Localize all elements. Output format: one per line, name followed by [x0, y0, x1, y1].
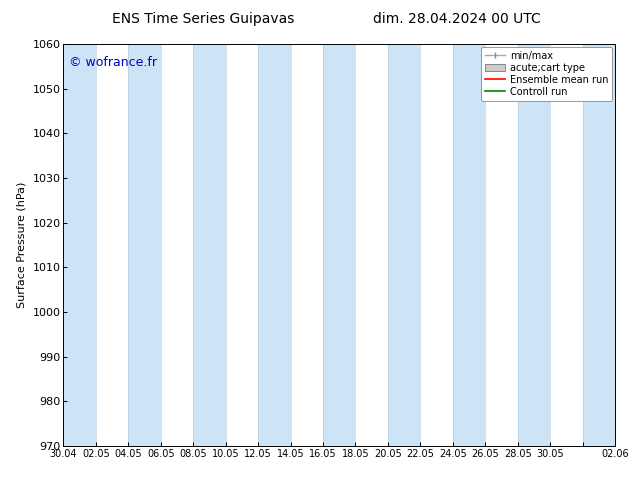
- Text: ENS Time Series Guipavas: ENS Time Series Guipavas: [112, 12, 294, 26]
- Text: dim. 28.04.2024 00 UTC: dim. 28.04.2024 00 UTC: [373, 12, 540, 26]
- Bar: [193, 44, 226, 446]
- Bar: [388, 44, 420, 446]
- Y-axis label: Surface Pressure (hPa): Surface Pressure (hPa): [17, 182, 27, 308]
- Bar: [517, 44, 550, 446]
- Legend: min/max, acute;cart type, Ensemble mean run, Controll run: min/max, acute;cart type, Ensemble mean …: [481, 47, 612, 100]
- Bar: [128, 44, 161, 446]
- Bar: [453, 44, 485, 446]
- Text: © wofrance.fr: © wofrance.fr: [69, 56, 157, 69]
- Bar: [323, 44, 356, 446]
- Bar: [63, 44, 96, 446]
- Bar: [583, 44, 615, 446]
- Bar: [258, 44, 290, 446]
